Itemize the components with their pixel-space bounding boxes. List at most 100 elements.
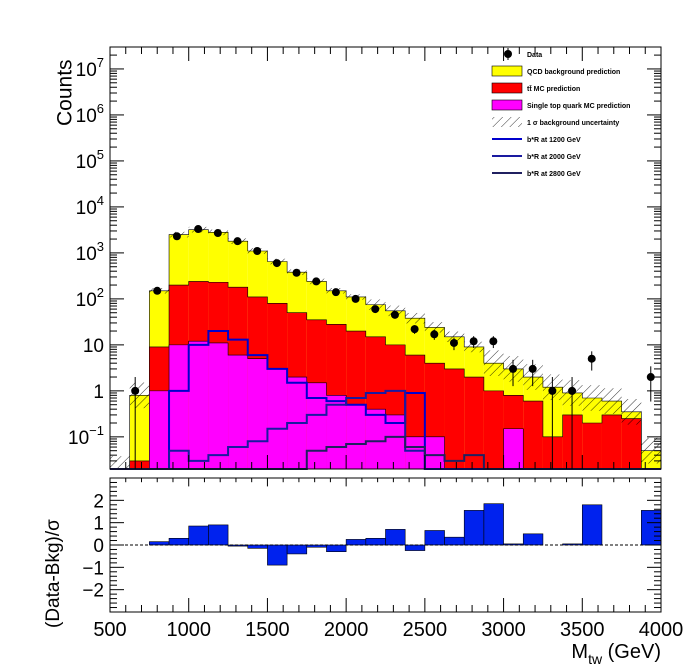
ratio-y-tick-label-1: −1	[82, 558, 104, 579]
data-point-3	[194, 225, 203, 234]
bar-1-26	[621, 418, 642, 469]
legend-swatch-hatch	[492, 117, 522, 127]
data-point-7	[272, 259, 281, 268]
uncertainty-bin-17	[444, 331, 465, 343]
bar-1-1	[129, 460, 150, 469]
ratio-bar-2	[149, 541, 170, 546]
ratio-bar-8	[267, 544, 288, 566]
bar-2-15	[405, 436, 425, 469]
upper-plot: 10−1 1 10 102 103 104 105 106 107	[68, 46, 662, 470]
data-point-23	[587, 354, 596, 363]
bar-2-3	[169, 344, 189, 469]
legend-label-3: Single top quark MC prediction	[527, 103, 630, 110]
bar-1-25	[601, 414, 622, 469]
y-tick-label-0: 10−1	[68, 423, 104, 449]
bar-1-17	[444, 368, 465, 469]
x-tick-label-0: 500	[93, 619, 126, 641]
ratio-bar-27	[641, 510, 662, 546]
data-point-17	[469, 337, 478, 346]
data-point-4	[213, 229, 222, 238]
ratio-bar-24	[581, 504, 603, 546]
data-point-20	[528, 364, 537, 373]
uncertainty-bin-19	[483, 350, 504, 376]
x-ticks: 500 1000 1500 2000 2500 3000 3500 4000	[93, 478, 683, 641]
legend-item-7: b*R at 2800 GeV	[492, 171, 581, 178]
legend-swatch-2	[491, 82, 523, 94]
data-point-15	[430, 330, 439, 339]
data-point-11	[351, 294, 360, 303]
uncertainty-bin-1	[129, 382, 150, 409]
data-points	[131, 225, 655, 469]
uncertainty-bin-14	[385, 305, 406, 317]
upper-frame	[109, 46, 662, 470]
data-point-22	[568, 386, 577, 395]
bar-2-14	[385, 414, 406, 469]
bar-1-18	[464, 377, 484, 469]
legend-label-1: QCD background prediction	[527, 69, 620, 76]
ratio-bar-19	[483, 503, 504, 546]
ratio-bar-9	[286, 544, 308, 555]
data-point-10	[331, 288, 340, 297]
uncertainty-bin-24	[582, 385, 602, 411]
x-tick-label-7: 4000	[639, 619, 684, 641]
legend-label-4: 1 σ background uncertainty	[527, 120, 619, 127]
legend-item-4: 1 σ background uncertainty	[492, 117, 619, 127]
data-point-16	[449, 338, 458, 347]
data-point-0	[131, 386, 140, 395]
data-point-18	[489, 337, 498, 346]
ratio-bar-18	[463, 510, 485, 546]
y-tick-label-7: 106	[76, 101, 104, 127]
ratio-bar-11	[326, 544, 347, 552]
x-axis-label: Mtw (GeV)	[571, 641, 661, 667]
ratio-bar-17	[444, 536, 465, 546]
legend-item-6: b*R at 2000 GeV	[492, 154, 581, 161]
legend-label-7: b*R at 2800 GeV	[527, 171, 581, 178]
bar-2-16	[424, 436, 445, 469]
ratio-y-tick-label-3: 1	[93, 514, 104, 535]
ratio-y-tick-label-4: 2	[93, 491, 104, 512]
ratio-bar-7	[247, 544, 268, 549]
ratio-bar-4	[188, 525, 209, 546]
y-tick-label-3: 102	[76, 285, 104, 311]
uncertainty-bin-25	[601, 388, 622, 414]
bar-2-2	[149, 390, 170, 469]
ratio-bar-13	[365, 537, 386, 546]
legend-item-2: tt̄ MC prediction	[491, 82, 580, 94]
bar-2-13	[365, 409, 386, 469]
uncertainty-bin-13	[365, 299, 386, 310]
uncertainty-bin-0	[110, 456, 130, 469]
ratio-bar-5	[208, 524, 229, 546]
bar-1-24	[582, 423, 602, 469]
data-point-14	[410, 325, 419, 334]
data-point-19	[509, 364, 518, 373]
data-point-9	[312, 277, 321, 286]
y-tick-label-6: 105	[76, 147, 104, 173]
ratio-y-tick-label-2: 0	[93, 536, 104, 557]
y-tick-label-4: 103	[76, 239, 104, 265]
data-point-24	[646, 373, 655, 382]
legend-label-6: b*R at 2000 GeV	[527, 154, 581, 161]
bar-2-8	[267, 368, 288, 469]
ratio-bar-15	[404, 544, 426, 551]
bar-1-19	[483, 390, 504, 469]
uncertainty-bin-15	[405, 312, 425, 324]
x-tick-label-5: 3000	[481, 619, 526, 641]
data-point-12	[371, 305, 380, 314]
data-point-1	[153, 286, 162, 295]
y-tick-label-1: 1	[93, 382, 104, 403]
legend-item-0: Data	[504, 48, 542, 60]
legend-item-5: b*R at 1200 GeV	[492, 137, 581, 144]
y-tick-label-5: 104	[76, 193, 104, 219]
ratio-y-axis-label: (Data-Bkg)/σ	[43, 519, 64, 628]
bar-2-7	[247, 358, 268, 469]
ratio-y-tick-label-0: −2	[82, 581, 104, 602]
ratio-bar-14	[385, 529, 406, 546]
data-point-8	[292, 268, 301, 277]
ratio-bar-16	[424, 530, 445, 546]
x-tick-label-1: 1000	[166, 619, 211, 641]
bar-2-12	[346, 404, 366, 469]
bar-2-6	[228, 355, 248, 469]
legend-label-0: Data	[527, 52, 542, 59]
